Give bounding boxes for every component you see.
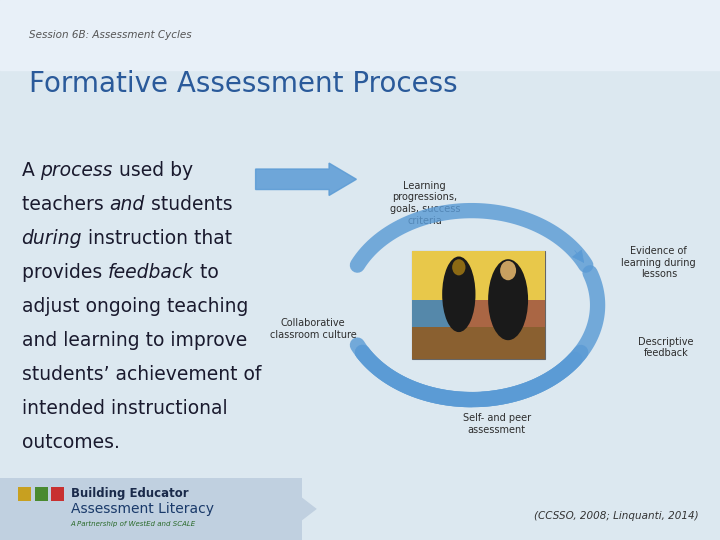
Text: during: during [22, 228, 82, 248]
Bar [412, 300, 465, 327]
FancyArrow shape [0, 494, 317, 524]
Text: Building Educator: Building Educator [71, 487, 188, 500]
Text: A Partnership of WestEd and SCALE: A Partnership of WestEd and SCALE [71, 521, 196, 527]
Bar [0, 0, 720, 70]
Bar [0, 478, 302, 540]
Text: teachers: teachers [22, 194, 109, 214]
FancyArrow shape [256, 163, 356, 195]
Text: students’ achievement of: students’ achievement of [22, 364, 261, 384]
Text: provides: provides [22, 262, 108, 282]
Text: and learning to improve: and learning to improve [22, 330, 247, 350]
Bar [465, 300, 546, 327]
Text: outcomes.: outcomes. [22, 433, 120, 452]
Text: feedback: feedback [108, 262, 194, 282]
Bar [412, 251, 546, 300]
Text: Self- and peer
assessment: Self- and peer assessment [463, 413, 531, 435]
Text: students: students [145, 194, 233, 214]
Ellipse shape [500, 261, 516, 280]
Text: used by: used by [113, 160, 193, 180]
Text: instruction that: instruction that [82, 228, 233, 248]
Text: Formative Assessment Process: Formative Assessment Process [29, 70, 457, 98]
Bar [35, 487, 48, 501]
Ellipse shape [442, 256, 475, 332]
Text: intended instructional: intended instructional [22, 399, 228, 418]
Text: Session 6B: Assessment Cycles: Session 6B: Assessment Cycles [29, 30, 192, 40]
Text: Collaborative
classroom culture: Collaborative classroom culture [270, 318, 356, 340]
Bar [51, 487, 64, 501]
Text: A: A [22, 160, 40, 180]
Text: (CCSSO, 2008; Linquanti, 2014): (CCSSO, 2008; Linquanti, 2014) [534, 511, 698, 521]
Text: and: and [109, 194, 145, 214]
Text: to: to [194, 262, 219, 282]
Text: Evidence of
learning during
lessons: Evidence of learning during lessons [621, 246, 696, 279]
Text: process: process [40, 160, 113, 180]
Text: Assessment Literacy: Assessment Literacy [71, 502, 214, 516]
Ellipse shape [488, 259, 528, 340]
Ellipse shape [452, 259, 466, 275]
Text: adjust ongoing teaching: adjust ongoing teaching [22, 296, 248, 316]
Bar [18, 487, 31, 501]
Bar [412, 327, 546, 359]
Bar [412, 251, 546, 359]
Text: Learning
progressions,
goals, success
criteria: Learning progressions, goals, success cr… [390, 181, 460, 226]
Text: Descriptive
feedback: Descriptive feedback [638, 337, 694, 359]
